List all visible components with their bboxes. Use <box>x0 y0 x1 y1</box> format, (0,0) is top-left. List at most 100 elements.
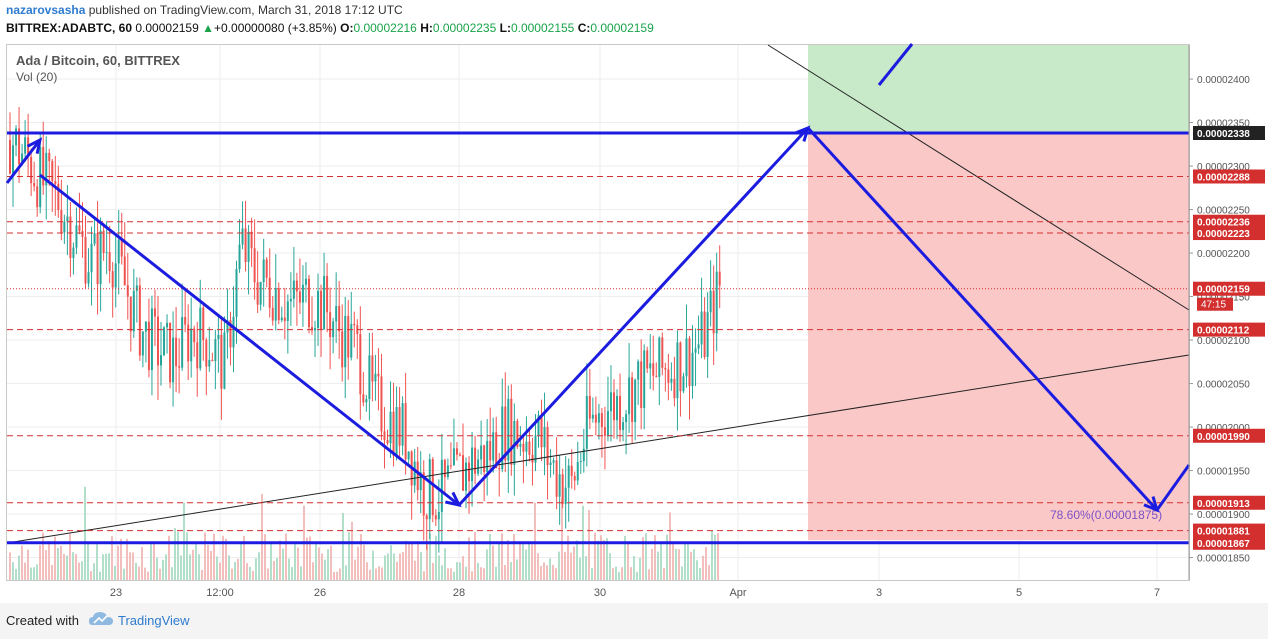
volume-bar <box>540 566 542 580</box>
price-tick-label: 0.00001850 <box>1197 554 1250 565</box>
candle <box>21 153 24 165</box>
tradingview-cloud-icon[interactable] <box>88 610 114 630</box>
volume-bar <box>282 548 284 580</box>
candle <box>280 317 283 321</box>
candle <box>301 284 304 303</box>
volume-bar <box>108 553 110 580</box>
volume-bar <box>417 543 419 580</box>
volume-bar <box>630 567 632 580</box>
candle <box>114 263 117 288</box>
candle <box>561 474 564 505</box>
price-tag-label: 0.00001990 <box>1197 432 1250 443</box>
candle <box>286 301 289 322</box>
author-link[interactable]: nazarovsasha <box>6 3 86 17</box>
candle <box>543 427 546 448</box>
volume-bar <box>306 537 308 580</box>
volume-bar <box>663 568 665 580</box>
candle <box>295 280 298 292</box>
price-tick-label: 0.00002000 <box>1197 423 1250 434</box>
volume-bar <box>30 567 32 580</box>
volume-bar <box>408 542 410 580</box>
candle <box>226 320 229 333</box>
volume-bar <box>249 566 251 580</box>
candle <box>63 221 66 233</box>
volume-bar <box>309 536 311 580</box>
volume-bar <box>69 533 71 580</box>
candle <box>501 406 504 470</box>
volume-bar <box>63 553 65 580</box>
candle <box>703 311 706 357</box>
volume-bar <box>453 571 455 580</box>
volume-bar <box>165 554 167 580</box>
candle <box>655 375 658 377</box>
time-tick-label: Apr <box>729 587 746 599</box>
volume-bar <box>189 554 191 580</box>
volume-bar <box>213 533 215 580</box>
candle <box>622 422 625 430</box>
candle <box>510 398 513 465</box>
chart-title: Ada / Bitcoin, 60, BITTREX <box>16 53 180 68</box>
candle <box>153 308 156 317</box>
candle <box>477 459 480 474</box>
candle <box>567 465 570 488</box>
candle <box>507 398 510 461</box>
volume-bar <box>294 542 296 580</box>
volume-bar <box>435 535 437 580</box>
candle <box>150 308 153 371</box>
candle <box>262 259 265 283</box>
volume-bar <box>375 568 377 580</box>
last-price-tag <box>1193 281 1265 296</box>
volume-bar <box>447 568 449 580</box>
tradingview-link[interactable]: TradingView <box>118 613 190 628</box>
symbol-label: BITTREX:ADABTC, 60 <box>6 21 133 35</box>
candle <box>613 392 615 421</box>
candle <box>649 363 652 369</box>
candle <box>694 348 697 353</box>
candle <box>691 352 694 387</box>
volume-bar <box>654 535 656 580</box>
volume-bar <box>21 545 23 580</box>
open-value: 0.00002216 <box>353 21 417 35</box>
volume-bar <box>27 549 29 580</box>
volume-bar <box>567 535 569 580</box>
candle <box>208 359 211 367</box>
candle <box>39 146 42 208</box>
candle <box>259 282 262 305</box>
volume-bar <box>66 555 68 580</box>
candle <box>597 413 600 423</box>
candle <box>383 431 386 441</box>
volume-bar <box>105 553 107 580</box>
candle <box>616 395 619 421</box>
volume-bar <box>144 567 146 580</box>
volume-bar <box>141 547 143 580</box>
volume-bar <box>132 552 134 580</box>
candle <box>304 278 307 285</box>
volume-bar <box>234 561 236 580</box>
candle <box>398 407 401 446</box>
volume-bar <box>372 550 374 580</box>
candle <box>392 411 395 456</box>
candle <box>465 462 468 491</box>
volume-bar <box>669 512 671 580</box>
volume-bar <box>504 564 506 580</box>
candle <box>365 399 368 403</box>
volume-bar <box>429 533 431 580</box>
candle <box>314 327 317 331</box>
volume-bar <box>459 562 461 580</box>
volume-bar <box>564 551 566 580</box>
volume-bar <box>150 542 152 580</box>
candle <box>389 411 392 444</box>
projection-arrow-1 <box>5 139 42 184</box>
candle <box>558 474 561 497</box>
candle <box>15 128 18 146</box>
volume-bar <box>351 521 353 580</box>
candle <box>90 243 93 273</box>
candle <box>48 152 51 162</box>
candle <box>347 315 350 358</box>
volume-bar <box>672 541 674 580</box>
volume-bar <box>243 535 245 580</box>
volume-bar <box>483 568 485 580</box>
candle <box>223 332 226 389</box>
price-tick-label: 0.00001950 <box>1197 467 1250 478</box>
